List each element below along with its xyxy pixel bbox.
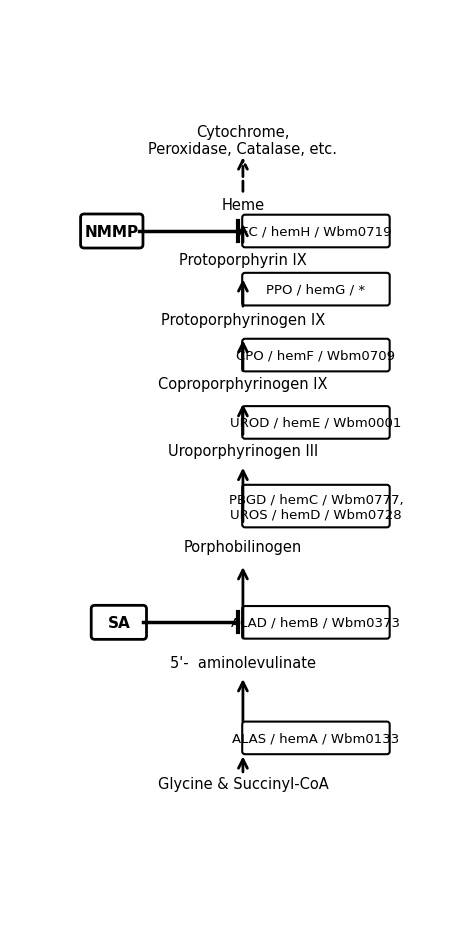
Text: Protoporphyrinogen IX: Protoporphyrinogen IX: [161, 313, 325, 328]
FancyBboxPatch shape: [242, 274, 390, 306]
FancyBboxPatch shape: [242, 485, 390, 528]
Text: FC / hemH / Wbm0719: FC / hemH / Wbm0719: [241, 226, 391, 238]
FancyBboxPatch shape: [242, 722, 390, 754]
FancyBboxPatch shape: [242, 606, 390, 639]
Text: 5'-  aminolevulinate: 5'- aminolevulinate: [170, 655, 316, 670]
Text: ALAD / hemB / Wbm0373: ALAD / hemB / Wbm0373: [231, 616, 401, 629]
Text: SA: SA: [108, 615, 130, 630]
Text: Protoporphyrin IX: Protoporphyrin IX: [179, 252, 307, 267]
Text: ALAS / hemA / Wbm0133: ALAS / hemA / Wbm0133: [232, 731, 400, 744]
FancyBboxPatch shape: [242, 340, 390, 372]
FancyBboxPatch shape: [81, 214, 143, 249]
Text: Cytochrome,
Peroxidase, Catalase, etc.: Cytochrome, Peroxidase, Catalase, etc.: [148, 125, 337, 157]
FancyBboxPatch shape: [242, 215, 390, 248]
Text: Heme: Heme: [221, 198, 264, 213]
Text: CPO / hemF / Wbm0709: CPO / hemF / Wbm0709: [237, 349, 395, 362]
Text: Uroporphyrinogen III: Uroporphyrinogen III: [168, 444, 318, 458]
FancyBboxPatch shape: [91, 606, 146, 639]
FancyBboxPatch shape: [242, 406, 390, 439]
Text: Porphobilinogen: Porphobilinogen: [184, 539, 302, 554]
Text: NMMP: NMMP: [85, 225, 139, 239]
Text: UROD / hemE / Wbm0001: UROD / hemE / Wbm0001: [230, 417, 401, 430]
Text: PPO / hemG / *: PPO / hemG / *: [266, 283, 365, 296]
Text: PBGD / hemC / Wbm0777,
UROS / hemD / Wbm0728: PBGD / hemC / Wbm0777, UROS / hemD / Wbm…: [228, 493, 403, 521]
Text: Glycine & Succinyl-CoA: Glycine & Succinyl-CoA: [157, 777, 328, 792]
Text: Coproporphyrinogen IX: Coproporphyrinogen IX: [158, 377, 328, 392]
